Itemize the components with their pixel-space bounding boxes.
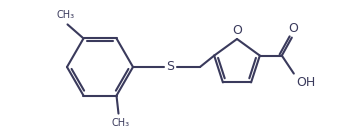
Text: O: O (288, 22, 298, 35)
Text: CH₃: CH₃ (111, 118, 130, 128)
Text: CH₃: CH₃ (57, 10, 74, 20)
Text: OH: OH (296, 76, 315, 89)
Text: S: S (166, 60, 174, 73)
Text: O: O (232, 24, 242, 37)
